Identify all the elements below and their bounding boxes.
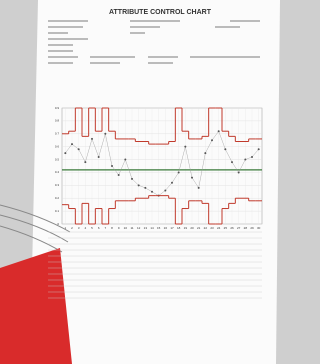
data-point	[104, 133, 106, 135]
y-tick-label: 0.7	[55, 132, 60, 136]
x-tick-label: 20	[190, 226, 194, 230]
x-tick-label: 13	[144, 226, 148, 230]
y-tick-label: 0.4	[55, 170, 60, 174]
y-tick-label: 0.2	[55, 196, 60, 200]
data-point	[164, 189, 166, 191]
x-tick-label: 14	[150, 226, 154, 230]
data-point	[258, 148, 260, 150]
x-tick-label: 17	[170, 226, 174, 230]
y-tick-label: 0.6	[55, 144, 60, 148]
x-tick-label: 10	[124, 226, 128, 230]
data-point	[118, 174, 120, 176]
x-tick-label: 18	[177, 226, 181, 230]
data-point	[211, 139, 213, 141]
data-point	[198, 187, 200, 189]
data-point	[184, 146, 186, 148]
data-point	[78, 148, 80, 150]
y-tick-label: 0.8	[55, 119, 60, 123]
y-tick-label: 0.1	[55, 209, 60, 213]
data-point	[98, 156, 100, 158]
data-point	[191, 177, 193, 179]
y-tick-label: 0.5	[55, 157, 60, 161]
x-tick-label: 29	[250, 226, 254, 230]
x-tick-label: 25	[224, 226, 228, 230]
x-tick-label: 22	[204, 226, 208, 230]
data-point	[178, 171, 180, 173]
decor-red	[0, 248, 72, 364]
data-point	[244, 159, 246, 161]
data-point	[224, 148, 226, 150]
x-tick-label: 15	[157, 226, 161, 230]
y-tick-label: 0.9	[55, 106, 60, 110]
x-tick-label: 19	[184, 226, 188, 230]
x-tick-label: 26	[230, 226, 234, 230]
paper	[30, 0, 280, 364]
x-tick-label: 23	[210, 226, 214, 230]
data-point	[151, 191, 153, 193]
data-point	[91, 138, 93, 140]
data-point	[64, 152, 66, 154]
x-tick-label: 21	[197, 226, 201, 230]
data-point	[124, 159, 126, 161]
data-point	[218, 130, 220, 132]
title: ATTRIBUTE CONTROL CHART	[109, 9, 212, 16]
x-tick-label: 16	[164, 226, 168, 230]
data-point	[251, 156, 253, 158]
data-point	[171, 182, 173, 184]
data-point	[204, 152, 206, 154]
document-photo: ATTRIBUTE CONTROL CHART 00.10.20.30.40.5…	[0, 0, 284, 364]
data-point	[71, 143, 73, 145]
y-tick-label: 0.3	[55, 183, 60, 187]
data-point	[231, 161, 233, 163]
data-point	[84, 161, 86, 163]
data-point	[138, 184, 140, 186]
x-tick-label: 28	[244, 226, 248, 230]
x-tick-label: 30	[257, 226, 261, 230]
x-tick-label: 24	[217, 226, 221, 230]
x-tick-label: 27	[237, 226, 241, 230]
x-tick-label: 11	[130, 226, 133, 230]
data-point	[238, 171, 240, 173]
data-point	[111, 165, 113, 167]
data-point	[144, 187, 146, 189]
x-tick-label: 12	[137, 226, 141, 230]
data-point	[131, 178, 133, 180]
page: {"chart_data": {"type": "line", "title":…	[0, 0, 284, 364]
